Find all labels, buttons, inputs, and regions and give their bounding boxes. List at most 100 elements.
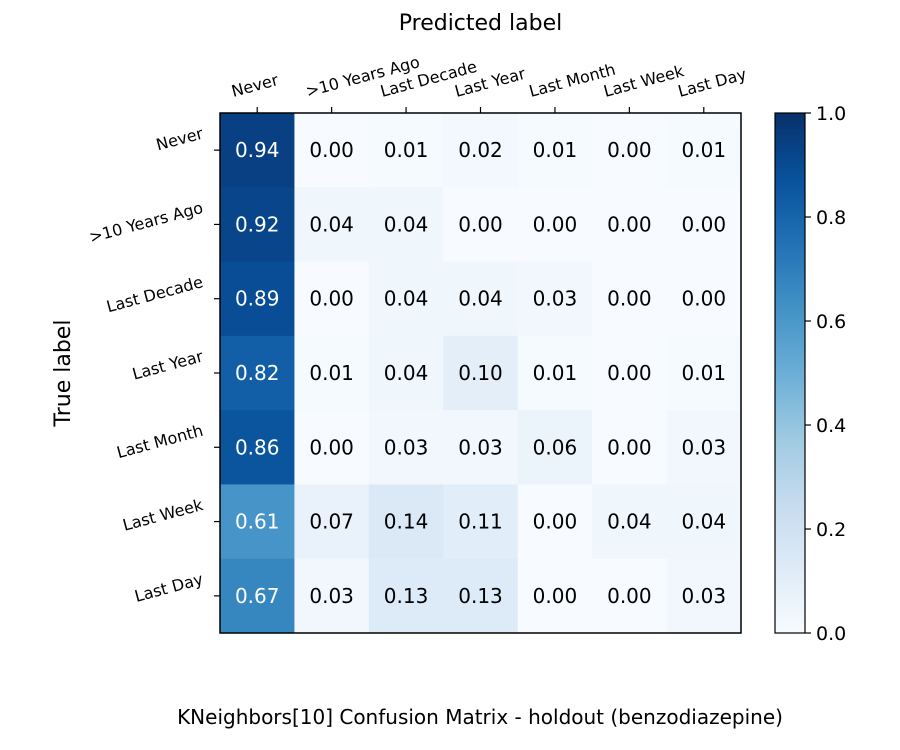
cell-value-label: 0.92	[235, 212, 280, 236]
cell-value-label: 0.04	[458, 287, 503, 311]
x-tick-label: Never	[229, 70, 280, 101]
cell-value-label: 0.03	[533, 287, 578, 311]
heatmap-cell	[368, 484, 444, 560]
heatmap-cell	[368, 261, 444, 337]
heatmap-cell	[443, 113, 519, 188]
heatmap-cell	[592, 261, 668, 337]
y-tick-label: Last Day	[132, 569, 205, 605]
heatmap-cell	[220, 558, 295, 634]
cell-value-label: 0.00	[309, 138, 354, 162]
cell-value-label: 0.00	[607, 138, 652, 162]
heatmap-cell	[294, 113, 370, 188]
cell-value-label: 0.04	[309, 212, 354, 236]
heatmap-cell	[368, 113, 444, 188]
colorbar-tick-label: 1.0	[816, 103, 846, 125]
heatmap-cell	[592, 335, 668, 411]
cell-value-label: 0.10	[458, 361, 503, 385]
heatmap-cell	[294, 484, 370, 560]
colorbar-ticks: 0.0 0.2 0.4 0.6 0.8 1.0	[805, 103, 846, 645]
y-tick-label: Never	[154, 124, 205, 155]
heatmap-cell	[443, 335, 519, 411]
cell-value-label: 0.01	[309, 361, 354, 385]
heatmap-cell	[368, 335, 444, 411]
heatmap-cell	[517, 558, 593, 634]
cell-value-label: 0.06	[533, 435, 578, 459]
heatmap-cell	[666, 113, 742, 188]
cell-value-label: 0.00	[607, 584, 652, 608]
heatmap-cell	[220, 410, 295, 485]
cell-value-label: 0.00	[682, 212, 727, 236]
cell-value-label: 0.00	[458, 212, 503, 236]
heatmap-cell	[443, 261, 519, 337]
heatmap-cell	[294, 410, 370, 485]
cell-value-label: 0.00	[607, 287, 652, 311]
heatmap-cell	[220, 113, 295, 188]
heatmap-cell	[517, 484, 593, 560]
y-tick-label: Last Year	[130, 346, 205, 383]
colorbar: 0.0 0.2 0.4 0.6 0.8 1.0	[774, 103, 846, 645]
cell-value-label: 0.00	[533, 212, 578, 236]
cell-value-label: 0.04	[682, 510, 727, 534]
cell-value-label: 0.11	[458, 510, 503, 534]
cell-value-label: 0.02	[458, 138, 503, 162]
heatmap-cells	[220, 113, 742, 634]
cell-value-label: 0.67	[235, 584, 280, 608]
heatmap-cell	[592, 113, 668, 188]
heatmap-cell	[592, 558, 668, 634]
cell-value-label: 0.82	[235, 361, 280, 385]
heatmap-cell	[517, 113, 593, 188]
heatmap-cell	[592, 187, 668, 263]
heatmap-cell	[220, 261, 295, 337]
heatmap-cell	[220, 187, 295, 263]
colorbar-tick-label: 0.4	[816, 415, 846, 437]
y-axis-label: True label	[51, 320, 76, 428]
heatmap-cell	[443, 484, 519, 560]
y-axis-ticks: Never >10 Years Ago Last Decade Last Year La…	[87, 124, 220, 606]
cell-value-label: 0.01	[682, 138, 727, 162]
cell-value-label: 0.13	[384, 584, 429, 608]
heatmap-cell	[666, 410, 742, 485]
heatmap-cell	[592, 484, 668, 560]
cell-value-label: 0.13	[458, 584, 503, 608]
heatmap-cell	[517, 261, 593, 337]
cell-value-label: 0.86	[235, 435, 280, 459]
heatmap-cell	[294, 187, 370, 263]
cell-value-label: 0.04	[384, 287, 429, 311]
cell-value-label: 0.00	[533, 510, 578, 534]
cell-value-label: 0.04	[607, 510, 652, 534]
heatmap-cell	[368, 410, 444, 485]
heatmap-cell	[666, 558, 742, 634]
heatmap-cell	[666, 261, 742, 337]
heatmap-cell	[443, 558, 519, 634]
cell-value-label: 0.00	[607, 212, 652, 236]
heatmap-cell	[666, 187, 742, 263]
colorbar-tick-label: 0.0	[816, 623, 846, 645]
heatmap-cell	[666, 484, 742, 560]
cell-value-label: 0.04	[384, 361, 429, 385]
heatmap-cell	[443, 187, 519, 263]
chart-title: KNeighbors[10] Confusion Matrix - holdou…	[177, 705, 783, 729]
cell-value-label: 0.04	[384, 212, 429, 236]
cell-value-label: 0.00	[607, 361, 652, 385]
heatmap-cell	[666, 335, 742, 411]
cell-value-label: 0.03	[309, 584, 354, 608]
cell-value-label: 0.00	[607, 435, 652, 459]
heatmap-cell	[368, 187, 444, 263]
heatmap-cell	[294, 558, 370, 634]
y-tick-label: Last Decade	[104, 272, 205, 316]
heatmap-cell	[517, 410, 593, 485]
y-tick-label: Last Month	[115, 421, 205, 462]
heatmap-cell	[592, 410, 668, 485]
cell-value-label: 0.01	[533, 361, 578, 385]
cell-value-label: 0.00	[309, 287, 354, 311]
cell-value-label: 0.01	[533, 138, 578, 162]
cell-value-label: 0.00	[533, 584, 578, 608]
cell-value-label: 0.00	[682, 287, 727, 311]
cell-value-label: 0.94	[235, 138, 280, 162]
heatmap-cell	[220, 484, 295, 560]
cell-value-label: 0.03	[682, 435, 727, 459]
colorbar-tick-label: 0.2	[816, 519, 846, 541]
cell-value-label: 0.03	[682, 584, 727, 608]
heatmap-cell	[294, 261, 370, 337]
